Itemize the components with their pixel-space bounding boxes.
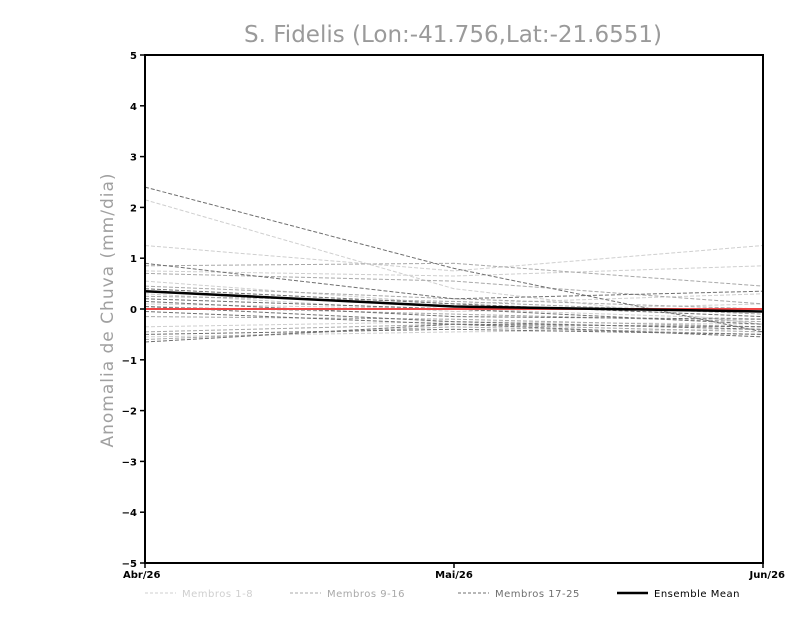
legend-label: Membros 1-8: [182, 589, 253, 600]
series-line-group1-member4: [144, 280, 764, 305]
y-tick-label: −4: [122, 508, 137, 519]
series-line-group3-member5: [144, 300, 764, 320]
legend-label: Membros 17-25: [495, 589, 580, 600]
y-tick-label: 1: [130, 254, 137, 265]
ensemble-mean-line: [144, 289, 764, 313]
series-line-group2-member1: [144, 262, 764, 287]
y-axis-label: Anomalia de Chuva (mm/dia): [98, 172, 118, 447]
y-tick-label: −3: [122, 457, 137, 468]
y-tick-label: 4: [130, 102, 137, 113]
series-line-group1-member2: [144, 245, 764, 272]
series-line-group2-member6: [144, 316, 764, 328]
y-tick-label: −2: [122, 407, 137, 418]
series-line-group2-member4: [144, 295, 764, 315]
series-line-group3-member9: [144, 323, 764, 343]
series-line-group2-member3: [144, 285, 764, 310]
series-line-group2-member2: [144, 272, 764, 305]
y-tick-label: −1: [122, 356, 137, 367]
series-line-group1-member1: [144, 199, 764, 325]
y-tick-label: 5: [130, 51, 137, 62]
y-tick-label: 3: [130, 153, 137, 164]
series-line-group1-member3: [144, 265, 764, 277]
series-line-group3-member8: [144, 328, 764, 335]
x-tick-label: Mai/26: [435, 570, 473, 581]
legend: Membros 1-8 Membros 9-16 Membros 17-25 Ense…: [145, 589, 740, 600]
x-tick-label: Abr/26: [123, 570, 160, 581]
series-line-group3-member6: [144, 306, 764, 330]
series-line-group3-member3: [144, 288, 764, 318]
y-tick-label: 2: [130, 203, 137, 214]
y-tick-label: −5: [122, 559, 137, 570]
legend-label: Ensemble Mean: [654, 589, 740, 600]
series-line-group3-member2: [144, 262, 764, 300]
x-tick-label: Jun/26: [748, 570, 785, 581]
chart-title: S. Fidelis (Lon:-41.756,Lat:-21.6551): [244, 22, 662, 48]
plot-area: −5 −4 −3 −2 −1 0 1 2 3 4 5 Abr/26 Mai/26 Jun/26: [122, 51, 785, 581]
y-tick-label: 0: [130, 305, 137, 316]
series-line-group1-member5: [144, 293, 764, 313]
legend-label: Membros 9-16: [327, 589, 405, 600]
series-line-group2-member8: [144, 326, 764, 340]
